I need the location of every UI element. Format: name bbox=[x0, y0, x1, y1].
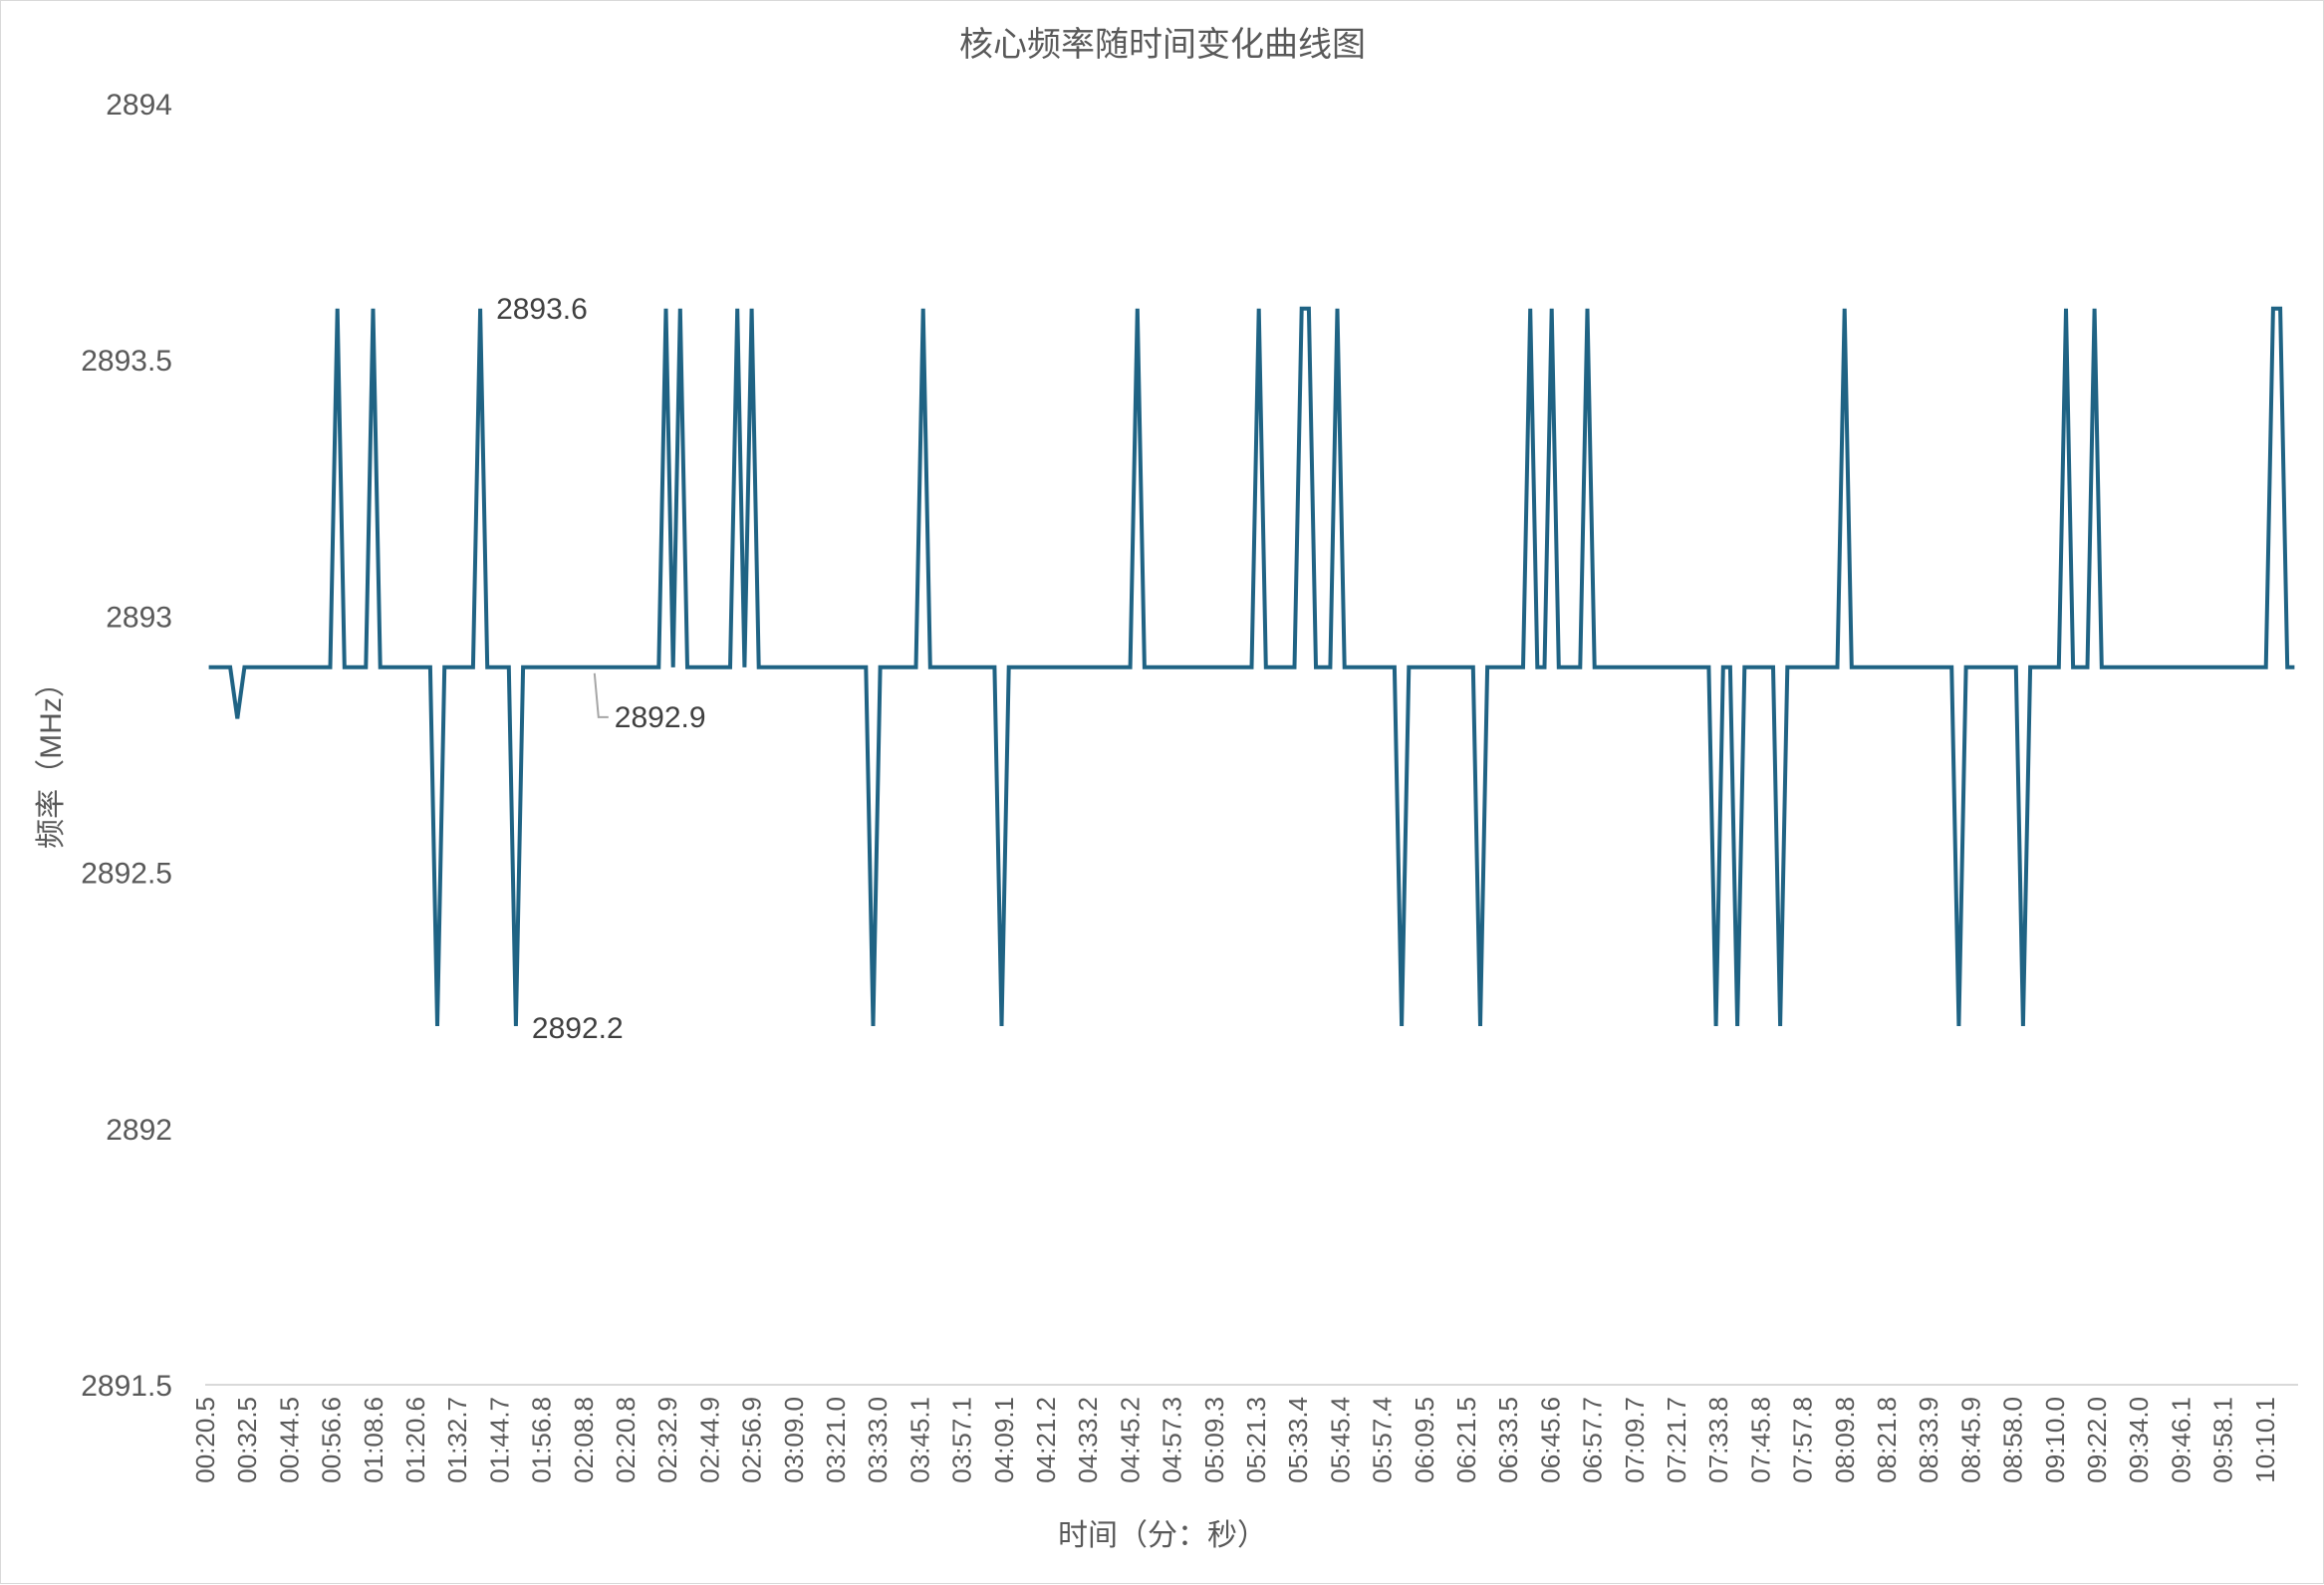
chart-title: 核心频率随时间变化曲线图 bbox=[959, 26, 1366, 64]
x-tick-label: 04:09.1 bbox=[989, 1397, 1019, 1483]
x-tick-label: 06:09.5 bbox=[1410, 1397, 1439, 1483]
frequency-series-line bbox=[208, 306, 2295, 1026]
x-tick-label: 05:45.4 bbox=[1325, 1397, 1355, 1483]
data-labels: 2893.6 2892.2 2892.9 bbox=[496, 293, 705, 1045]
x-tick-label: 07:09.7 bbox=[1620, 1397, 1650, 1483]
x-tick-label: 06:21.5 bbox=[1451, 1397, 1481, 1483]
x-tick-label: 07:57.8 bbox=[1788, 1397, 1818, 1483]
x-tick-label: 09:46.1 bbox=[2166, 1397, 2195, 1483]
x-tick-label: 02:20.8 bbox=[611, 1397, 641, 1483]
x-tick-label: 04:21.2 bbox=[1031, 1397, 1061, 1483]
x-tick-label: 03:33.0 bbox=[863, 1397, 893, 1483]
x-tick-label: 04:57.3 bbox=[1158, 1397, 1187, 1483]
x-tick-label: 07:45.8 bbox=[1745, 1397, 1775, 1483]
x-tick-label: 03:21.0 bbox=[821, 1397, 851, 1483]
x-tick-label: 02:44.9 bbox=[694, 1397, 724, 1483]
x-tick-label: 09:34.0 bbox=[2124, 1397, 2154, 1483]
x-tick-label: 01:44.7 bbox=[484, 1397, 514, 1483]
x-tick-label: 01:56.8 bbox=[527, 1397, 557, 1483]
x-tick-label: 06:33.5 bbox=[1493, 1397, 1523, 1483]
x-tick-label: 01:20.6 bbox=[400, 1397, 430, 1483]
x-tick-label: 07:21.7 bbox=[1662, 1397, 1691, 1483]
x-axis-title: 时间（分：秒） bbox=[1058, 1519, 1267, 1552]
x-tick-label: 01:08.6 bbox=[359, 1397, 388, 1483]
x-tick-label: 05:21.3 bbox=[1241, 1397, 1271, 1483]
x-tick-label: 03:45.1 bbox=[904, 1397, 934, 1483]
y-tick-label: 2892.5 bbox=[81, 858, 172, 891]
x-tick-label: 08:33.9 bbox=[1914, 1397, 1943, 1483]
x-tick-label: 03:09.0 bbox=[779, 1397, 809, 1483]
x-tick-label: 04:33.2 bbox=[1073, 1397, 1103, 1483]
data-label: 2892.2 bbox=[532, 1012, 624, 1045]
x-tick-label: 09:22.0 bbox=[2082, 1397, 2112, 1483]
x-tick-label: 00:56.6 bbox=[317, 1397, 347, 1483]
x-tick-label: 07:33.8 bbox=[1703, 1397, 1733, 1483]
y-tick-label: 2891.5 bbox=[81, 1370, 172, 1403]
x-tick-label: 08:58.0 bbox=[1998, 1397, 2028, 1483]
data-label: 2892.9 bbox=[615, 701, 706, 734]
x-tick-label: 09:10.0 bbox=[2040, 1397, 2070, 1483]
x-tick-label: 04:45.2 bbox=[1115, 1397, 1145, 1483]
x-tick-label: 00:32.5 bbox=[232, 1397, 262, 1483]
x-tick-label: 00:44.5 bbox=[274, 1397, 304, 1483]
x-tick-label: 05:09.3 bbox=[1199, 1397, 1229, 1483]
y-axis-title: 频率（MHz） bbox=[35, 667, 68, 849]
x-tick-label: 02:56.9 bbox=[737, 1397, 767, 1483]
y-tick-label: 2894 bbox=[106, 89, 172, 122]
y-tick-label: 2892 bbox=[106, 1114, 172, 1147]
y-tick-label: 2893 bbox=[106, 601, 172, 634]
x-tick-label: 03:57.1 bbox=[947, 1397, 977, 1483]
x-tick-label: 10:10.1 bbox=[2250, 1397, 2280, 1483]
leader-line bbox=[593, 672, 609, 718]
x-tick-label: 09:58.1 bbox=[2208, 1397, 2238, 1483]
x-tick-label: 02:08.8 bbox=[569, 1397, 599, 1483]
x-tick-label: 08:45.9 bbox=[1955, 1397, 1985, 1483]
annotation-leaders bbox=[593, 672, 609, 718]
x-axis-tick-labels: 00:20.5 00:32.5 00:44.5 00:56.6 01:08.6 01:20… bbox=[190, 1397, 2280, 1483]
x-tick-label: 06:57.7 bbox=[1578, 1397, 1608, 1483]
x-tick-label: 05:57.4 bbox=[1368, 1397, 1398, 1483]
x-tick-label: 08:09.8 bbox=[1830, 1397, 1860, 1483]
y-axis-tick-labels: 2894 2893.5 2893 2892.5 2892 2891.5 bbox=[81, 89, 172, 1403]
x-tick-label: 06:45.6 bbox=[1535, 1397, 1565, 1483]
x-tick-label: 02:32.9 bbox=[652, 1397, 682, 1483]
x-tick-label: 05:33.4 bbox=[1283, 1397, 1313, 1483]
x-tick-label: 01:32.7 bbox=[442, 1397, 472, 1483]
y-tick-label: 2893.5 bbox=[81, 345, 172, 378]
x-tick-label: 00:20.5 bbox=[190, 1397, 220, 1483]
x-tick-label: 08:21.8 bbox=[1872, 1397, 1902, 1483]
data-label: 2893.6 bbox=[496, 293, 588, 326]
